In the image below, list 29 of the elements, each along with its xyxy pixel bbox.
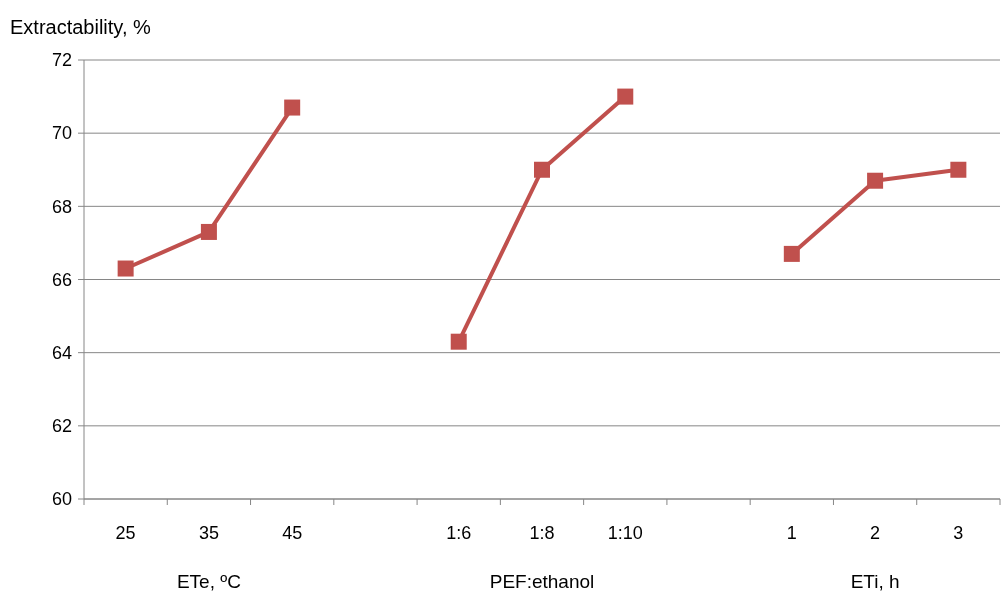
x-tick-label: 45	[282, 523, 303, 543]
x-tick-label: 1:10	[607, 523, 643, 543]
point	[450, 333, 467, 350]
y-axis-title: Extractability, %	[10, 16, 151, 38]
point	[200, 223, 217, 240]
text: PEF:ethanol	[489, 571, 595, 592]
x-tick-label: 3	[953, 523, 964, 543]
y-tick-label: 66	[51, 269, 72, 290]
point	[867, 172, 884, 189]
y-tick-label: 62	[51, 416, 72, 437]
point	[783, 245, 800, 262]
text: ETi, h	[850, 571, 900, 592]
y-tick-label: 64	[51, 342, 72, 363]
point	[117, 260, 134, 277]
point	[534, 161, 550, 178]
point	[950, 161, 967, 178]
text: ETe, ºC	[176, 571, 241, 592]
point	[284, 99, 301, 116]
y-tick-label: 60	[51, 489, 72, 510]
x-tick-label: 1:8	[529, 523, 555, 543]
x-tick-label: 25	[115, 523, 136, 543]
x-tick-label: 2	[870, 523, 881, 543]
y-tick-label: 70	[51, 123, 72, 144]
x-tick-label: 1:6	[446, 523, 472, 543]
x-tick-label: 1	[786, 523, 797, 543]
y-tick-label: 72	[51, 50, 72, 71]
y-tick-label: 68	[51, 196, 72, 217]
x-tick-label: 35	[198, 523, 219, 543]
point	[617, 88, 634, 105]
